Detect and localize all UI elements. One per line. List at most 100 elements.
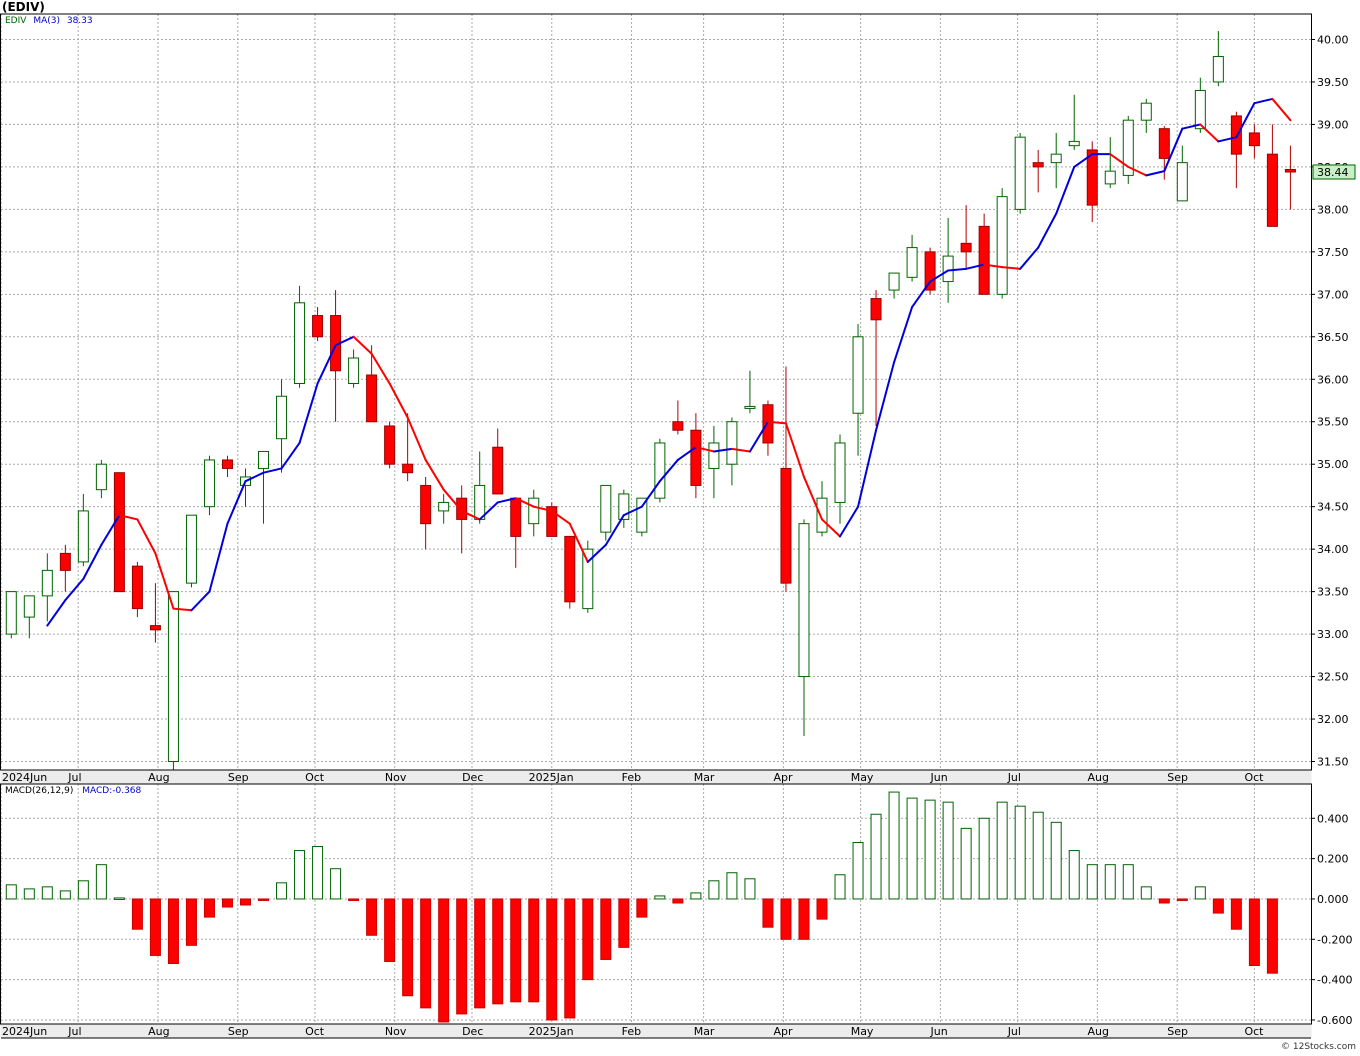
ma-segment [965,263,986,270]
ma-segment [190,590,211,612]
candle-down [978,225,990,295]
price-tick-label: 39.50 [1317,76,1349,89]
macd-legend: MACD(26,12,9) MACD:-0.368 [5,786,141,796]
candle-up [744,405,756,409]
price-x-tick-label: Aug [1087,771,1108,784]
ma-segment [208,522,229,593]
macd-bar-negative [221,898,233,908]
price-tick-label: 38.00 [1317,203,1349,216]
candle-up [474,484,486,520]
price-tick-label: 36.00 [1317,373,1349,386]
macd-bar-positive [1014,805,1026,900]
macd-bar-negative [131,898,143,930]
price-tick-label: 32.00 [1317,713,1349,726]
macd-x-tick-label: Nov [385,1025,407,1038]
macd-bar-negative [1230,898,1242,930]
candle-down [510,497,522,537]
macd-bar-positive [59,890,71,900]
ma-segment [154,552,175,610]
candle-up [258,450,270,469]
macd-tick-label: 0.400 [1317,812,1349,825]
candle-down [59,552,71,571]
candle-up [167,591,179,763]
candle-down [1032,162,1044,168]
ma-segment [1127,165,1148,177]
candle-down [456,497,468,520]
ma-segment [46,599,67,627]
macd-x-tick-label: Aug [148,1025,169,1038]
ma-segment [1181,123,1202,130]
macd-bar-positive [1194,886,1206,900]
ma-segment [82,543,103,580]
macd-bar-positive [312,846,324,900]
candle-up [582,548,594,610]
ma-segment [1073,153,1094,168]
ma-segment [334,335,355,347]
candle-up [600,484,612,533]
price-grid [0,14,1311,770]
candle-up [1212,55,1224,83]
macd-x-tick-label: Sep [228,1025,249,1038]
candle-up [23,595,35,618]
ma-segment [1235,102,1256,139]
macd-bar-positive [906,797,918,900]
macd-bar-negative [149,898,161,956]
macd-bar-positive [77,880,89,900]
candle-up [203,459,215,508]
macd-bar-positive [690,892,702,900]
candle-up [438,501,450,512]
ma-segment [496,497,517,504]
price-panel-frame [0,13,1312,771]
price-tick-label: 36.50 [1317,331,1349,344]
price-tick-label: 35.00 [1317,458,1349,471]
ma-segment [821,518,842,538]
candle-up [5,591,17,635]
macd-x-tick-label: 2024Jun [2,1025,47,1038]
ma-segment [514,497,535,508]
ma-segment [712,447,733,453]
ma-segment [316,344,337,385]
ma-segment [1145,170,1166,177]
price-legend-ma-value: 38.33 [66,16,93,26]
macd-bar-positive [852,841,864,900]
macd-bar-negative [474,898,486,1009]
macd-x-tick-label: Jun [929,1025,947,1038]
ma-segment [532,505,553,512]
macd-bar-negative [528,898,540,1003]
macd-bar-positive [654,895,666,900]
candle-down [113,472,125,593]
macd-legend-value: MACD:-0.368 [82,786,142,796]
price-x-tick-label: Jul [67,771,81,784]
last-price-label: 38.44 [1317,166,1349,179]
candle-up [816,497,828,533]
price-x-axis-band [0,770,1312,784]
candle-down [780,467,792,584]
chart-title: (EDIV) [2,0,45,14]
ma-segment [118,514,139,521]
price-legend: EDIV MA(3) 38.33 [5,16,93,26]
ma-segment [568,522,589,563]
macd-x-tick-label: Sep [1167,1025,1188,1038]
macd-tick-label: -0.600 [1317,1014,1352,1027]
macd-bar-positive [942,801,954,900]
price-legend-ma-label: MA(3) [33,16,60,26]
macd-bar-positive [1122,864,1134,900]
price-tick-label: 33.00 [1317,628,1349,641]
ma-segment [442,488,463,512]
macd-bar-positive [888,791,900,900]
macd-panel-frame [0,783,1312,1025]
candle-up [1104,170,1116,185]
candle-down [1086,149,1098,206]
macd-bar-positive [1086,864,1098,900]
price-x-tick-label: Sep [1167,771,1188,784]
ma-segment [748,420,769,453]
price-tick-label: 35.50 [1317,416,1349,429]
candle-down [384,425,396,465]
macd-bar-positive [744,878,756,900]
candle-down [924,251,936,291]
macd-x-tick-label: Apr [773,1025,793,1038]
price-tick-label: 33.50 [1317,586,1349,599]
price-x-tick-label: Jul [1007,771,1021,784]
candle-down [672,421,684,431]
